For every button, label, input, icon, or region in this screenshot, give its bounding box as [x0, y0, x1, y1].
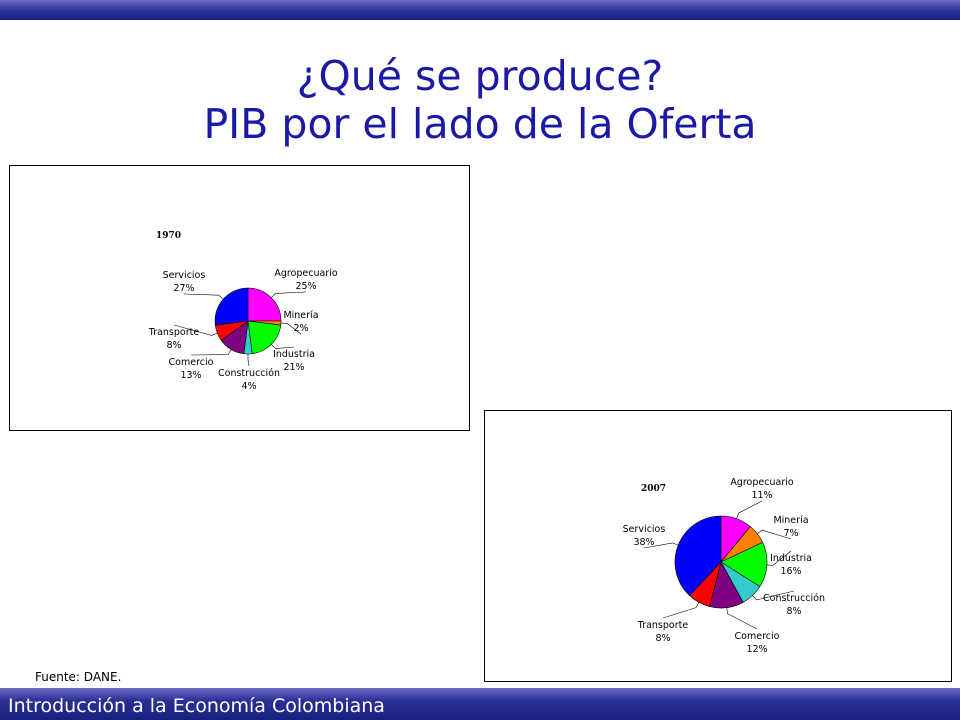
slice-value-2007-construccion: 8% — [786, 606, 801, 617]
slice-label-1970-agropecuario: Agropecuario — [274, 268, 338, 279]
leader-line-1970-construccion — [247, 354, 250, 367]
leader-line-1970-mineria — [280, 322, 302, 335]
slice-label-2007-industria: Industria — [770, 553, 812, 564]
slice-label-2007-agropecuario: Agropecuario — [730, 477, 794, 488]
title-line-1: ¿Qué se produce? — [296, 52, 664, 100]
leader-line-2007-transporte — [662, 602, 700, 619]
footer-title: Introducción a la Economía Colombiana — [8, 695, 385, 717]
slice-value-2007-mineria: 7% — [783, 528, 798, 539]
leader-line-1970-agropecuario — [271, 291, 307, 298]
slice-label-2007-servicios: Servicios — [623, 524, 666, 535]
slice-value-2007-transporte: 8% — [655, 633, 670, 644]
slice-value-1970-mineria: 2% — [293, 323, 308, 334]
slice-value-1970-servicios: 27% — [173, 283, 194, 294]
leader-line-1970-comercio — [190, 349, 232, 356]
slice-value-2007-comercio: 12% — [746, 644, 767, 655]
slice-label-1970-transporte: Transporte — [148, 327, 200, 338]
page-title: ¿Qué se produce? PIB por el lado de la O… — [0, 52, 960, 148]
slice-label-2007-transporte: Transporte — [637, 620, 689, 631]
chart-1970-title: 1970 — [156, 231, 181, 241]
pie-slice-2007-industria — [720, 542, 768, 588]
pie-slice-2007-servicios — [674, 515, 722, 596]
slice-label-1970-industria: Industria — [273, 349, 315, 360]
pie-chart-1970: 1970 Agropecuario 25% Minería 2% Industria 21%… — [9, 165, 470, 431]
title-line-2: PIB por el lado de la Oferta — [203, 100, 757, 148]
leader-line-2007-comercio — [726, 607, 758, 630]
slice-value-1970-comercio: 13% — [180, 370, 201, 381]
leader-line-2007-industria — [766, 550, 792, 566]
leader-line-2007-servicios — [643, 542, 679, 549]
slice-label-1970-construccion: Construcción — [218, 368, 280, 379]
pie-chart-2007: 2007 Agropecuario 11% Minería 7% Industria 16%… — [484, 410, 952, 682]
leader-line-1970-industria — [271, 344, 295, 349]
leader-line-2007-mineria — [757, 529, 792, 540]
slice-label-2007-comercio: Comercio — [735, 631, 780, 642]
slice-value-2007-industria: 16% — [780, 566, 801, 577]
leader-line-1970-transporte — [173, 324, 218, 336]
slice-value-1970-construccion: 4% — [241, 381, 256, 392]
pie-slice-1970-agropecuario — [247, 287, 282, 322]
slice-value-2007-servicios: 38% — [633, 537, 654, 548]
source-note: Fuente: DANE. — [35, 670, 122, 684]
slice-label-1970-mineria: Minería — [283, 310, 318, 321]
top-banner — [0, 0, 960, 20]
slice-label-2007-construccion: Construcción — [763, 593, 825, 604]
slice-value-1970-transporte: 8% — [166, 340, 181, 351]
slice-label-1970-comercio: Comercio — [169, 357, 214, 368]
leader-line-2007-construccion — [752, 590, 795, 601]
slice-value-1970-agropecuario: 25% — [295, 281, 316, 292]
pie-slice-1970-servicios — [214, 287, 249, 326]
leader-line-2007-agropecuario — [736, 500, 763, 519]
slice-label-1970-servicios: Servicios — [163, 270, 206, 281]
pie-chart-1970-svg: 1970 Agropecuario 25% Minería 2% Industria 21%… — [148, 231, 338, 392]
leader-line-1970-servicios — [183, 293, 224, 300]
slice-label-2007-mineria: Minería — [773, 515, 808, 526]
slice-value-2007-agropecuario: 11% — [751, 490, 772, 501]
chart-2007-title: 2007 — [641, 484, 666, 494]
bottom-banner — [0, 688, 960, 720]
slice-value-1970-industria: 21% — [283, 362, 304, 373]
pie-chart-2007-svg: 2007 Agropecuario 11% Minería 7% Industria 16%… — [623, 477, 825, 655]
